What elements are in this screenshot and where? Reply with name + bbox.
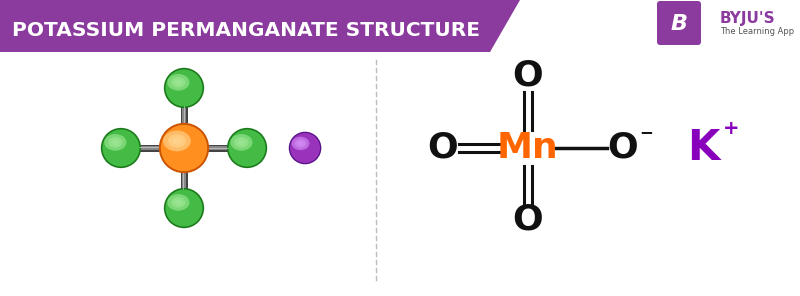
Text: O: O — [513, 59, 543, 93]
Ellipse shape — [238, 140, 245, 145]
Circle shape — [229, 129, 266, 167]
Ellipse shape — [171, 77, 186, 88]
Text: −: − — [639, 123, 653, 141]
Ellipse shape — [108, 137, 122, 148]
Polygon shape — [184, 148, 239, 149]
Ellipse shape — [230, 134, 253, 151]
Circle shape — [161, 125, 207, 171]
Polygon shape — [0, 0, 520, 52]
Polygon shape — [184, 146, 239, 150]
Ellipse shape — [294, 139, 306, 148]
Text: +: + — [723, 118, 739, 138]
Ellipse shape — [291, 137, 310, 150]
Circle shape — [166, 70, 202, 107]
Circle shape — [102, 129, 139, 167]
Polygon shape — [129, 147, 184, 148]
Text: O: O — [608, 131, 638, 165]
Ellipse shape — [112, 140, 119, 145]
Ellipse shape — [234, 137, 249, 148]
Text: Mn: Mn — [497, 131, 559, 165]
Polygon shape — [181, 96, 187, 148]
Circle shape — [289, 132, 322, 164]
Circle shape — [227, 128, 267, 168]
Circle shape — [101, 128, 141, 168]
Circle shape — [164, 68, 204, 108]
Ellipse shape — [298, 141, 303, 146]
Ellipse shape — [167, 194, 190, 211]
Ellipse shape — [104, 134, 126, 151]
Ellipse shape — [174, 80, 182, 85]
Ellipse shape — [173, 138, 182, 144]
Text: The Learning App: The Learning App — [720, 28, 794, 36]
Polygon shape — [182, 96, 186, 148]
Text: B: B — [670, 14, 687, 34]
FancyBboxPatch shape — [657, 1, 701, 45]
Circle shape — [159, 123, 209, 173]
Text: O: O — [513, 203, 543, 237]
Ellipse shape — [163, 131, 190, 151]
Text: K: K — [687, 127, 719, 169]
Ellipse shape — [168, 134, 186, 148]
Polygon shape — [129, 144, 184, 152]
Text: BYJU'S: BYJU'S — [720, 10, 776, 25]
Circle shape — [164, 188, 204, 228]
Polygon shape — [182, 148, 186, 200]
Ellipse shape — [167, 74, 190, 91]
Ellipse shape — [174, 200, 182, 205]
Polygon shape — [184, 144, 239, 152]
Polygon shape — [129, 146, 184, 150]
Text: POTASSIUM PERMANGANATE STRUCTURE: POTASSIUM PERMANGANATE STRUCTURE — [12, 20, 480, 39]
Ellipse shape — [171, 197, 186, 208]
Circle shape — [290, 133, 320, 163]
Circle shape — [166, 189, 202, 226]
Text: O: O — [428, 131, 458, 165]
Polygon shape — [181, 148, 187, 200]
